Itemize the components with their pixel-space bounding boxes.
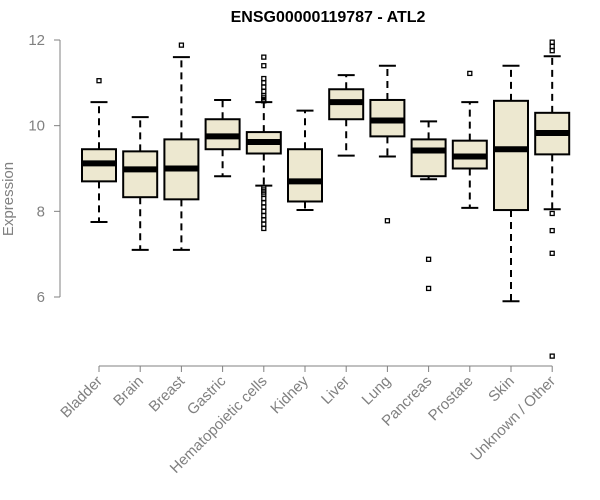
iqr-box xyxy=(287,148,323,203)
iqr-box xyxy=(122,150,159,199)
outlier-point xyxy=(549,39,555,45)
chart-title: ENSG00000119787 - ATL2 xyxy=(231,9,426,26)
x-tick-label: Brain xyxy=(110,373,147,410)
outlier-point xyxy=(261,208,267,214)
outlier-point xyxy=(549,227,555,234)
outlier-point xyxy=(467,70,473,77)
x-tick-label: Skin xyxy=(485,373,518,406)
outlier-point xyxy=(261,75,267,82)
x-tick-label: Breast xyxy=(146,372,189,415)
x-tick-label: Prostate xyxy=(425,373,477,425)
iqr-box xyxy=(410,138,447,178)
x-tick-label: Kidney xyxy=(267,372,312,417)
outlier-point xyxy=(549,353,555,359)
outlier-point xyxy=(261,204,267,210)
outlier-point xyxy=(261,195,267,202)
outlier-point xyxy=(261,200,267,206)
outlier-point xyxy=(261,54,267,60)
y-tick-label: 8 xyxy=(37,203,45,220)
outlier-point xyxy=(261,221,267,227)
y-tick-label: 10 xyxy=(28,118,45,135)
outlier-point xyxy=(549,43,555,50)
outlier-point xyxy=(96,78,102,84)
outlier-point xyxy=(261,84,267,90)
outlier-point xyxy=(261,88,267,95)
outlier-point xyxy=(549,210,555,217)
x-tick-label: Bladder xyxy=(57,373,106,422)
outlier-point xyxy=(261,217,267,223)
outlier-point xyxy=(425,256,432,262)
outlier-point xyxy=(549,250,555,256)
outlier-point xyxy=(549,48,555,54)
outlier-point xyxy=(261,80,267,86)
outlier-point xyxy=(384,218,391,224)
outlier-point xyxy=(261,212,267,219)
outlier-point xyxy=(425,285,432,292)
y-tick-label: 12 xyxy=(28,32,45,49)
outlier-point xyxy=(261,98,267,104)
outlier-point xyxy=(261,225,267,232)
x-tick-label: Lung xyxy=(359,373,395,409)
iqr-box xyxy=(493,99,529,212)
y-tick-label: 6 xyxy=(37,289,45,306)
y-axis-label: Expression xyxy=(0,162,17,236)
outlier-point xyxy=(261,63,267,69)
outlier-point xyxy=(178,42,185,48)
x-tick-label: Liver xyxy=(318,373,353,408)
